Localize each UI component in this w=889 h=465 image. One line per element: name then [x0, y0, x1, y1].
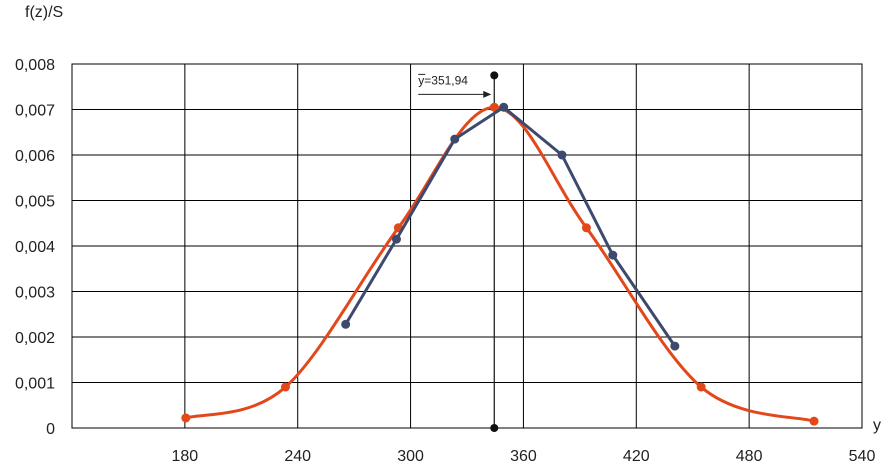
- mean-arrow-head: [483, 90, 492, 98]
- series-2-point: [391, 234, 401, 244]
- x-tick-label: 180: [172, 448, 199, 465]
- series-2-point: [450, 134, 460, 144]
- series-2-point: [341, 319, 351, 329]
- y-tick-label: 0,006: [15, 148, 55, 165]
- mean-marker: y=351,94: [418, 71, 499, 432]
- x-tick-label: 300: [397, 448, 424, 465]
- x-axis-title: y: [873, 417, 881, 434]
- y-tick-label: 0,005: [15, 194, 55, 211]
- y-tick-label: 0,003: [15, 285, 55, 302]
- series-2-point: [557, 150, 567, 160]
- mean-line-top-dot: [490, 71, 499, 80]
- x-tick-label: 360: [510, 448, 537, 465]
- y-tick-label: 0,002: [15, 330, 55, 347]
- series-1-point: [181, 413, 191, 423]
- y-tick-label: 0,004: [15, 239, 55, 256]
- series-layer: [181, 102, 819, 426]
- series-1-point: [581, 223, 591, 233]
- series-2-point: [499, 102, 509, 112]
- x-tick-label: 480: [736, 448, 763, 465]
- series-1-point: [489, 102, 499, 112]
- series-2-point: [670, 341, 680, 351]
- y-axis-ticks: 0 0,001 0,002 0,003 0,004 0,005 0,006 0,007 0,00…: [15, 57, 55, 438]
- chart-grid: [72, 64, 862, 428]
- mean-line-bottom-dot: [490, 424, 499, 432]
- y-tick-label: 0,008: [15, 57, 55, 74]
- x-tick-label: 540: [849, 448, 876, 465]
- x-tick-label: 240: [284, 448, 311, 465]
- series-2-point: [608, 250, 618, 260]
- y-tick-label: 0: [46, 421, 55, 438]
- mean-label: y=351,94: [418, 73, 468, 87]
- x-axis-ticks: 180 240 300 360 420 480 540: [172, 448, 876, 465]
- series-1-point: [809, 416, 819, 426]
- y-tick-label: 0,001: [15, 376, 55, 393]
- series-1-line: [184, 105, 816, 423]
- y-tick-label: 0,007: [15, 103, 55, 120]
- plot-frame: [71, 63, 863, 429]
- series-1-point: [696, 382, 706, 392]
- series-1-point: [280, 382, 290, 392]
- x-tick-label: 420: [623, 448, 650, 465]
- y-axis-title: f(z)/S: [25, 4, 63, 21]
